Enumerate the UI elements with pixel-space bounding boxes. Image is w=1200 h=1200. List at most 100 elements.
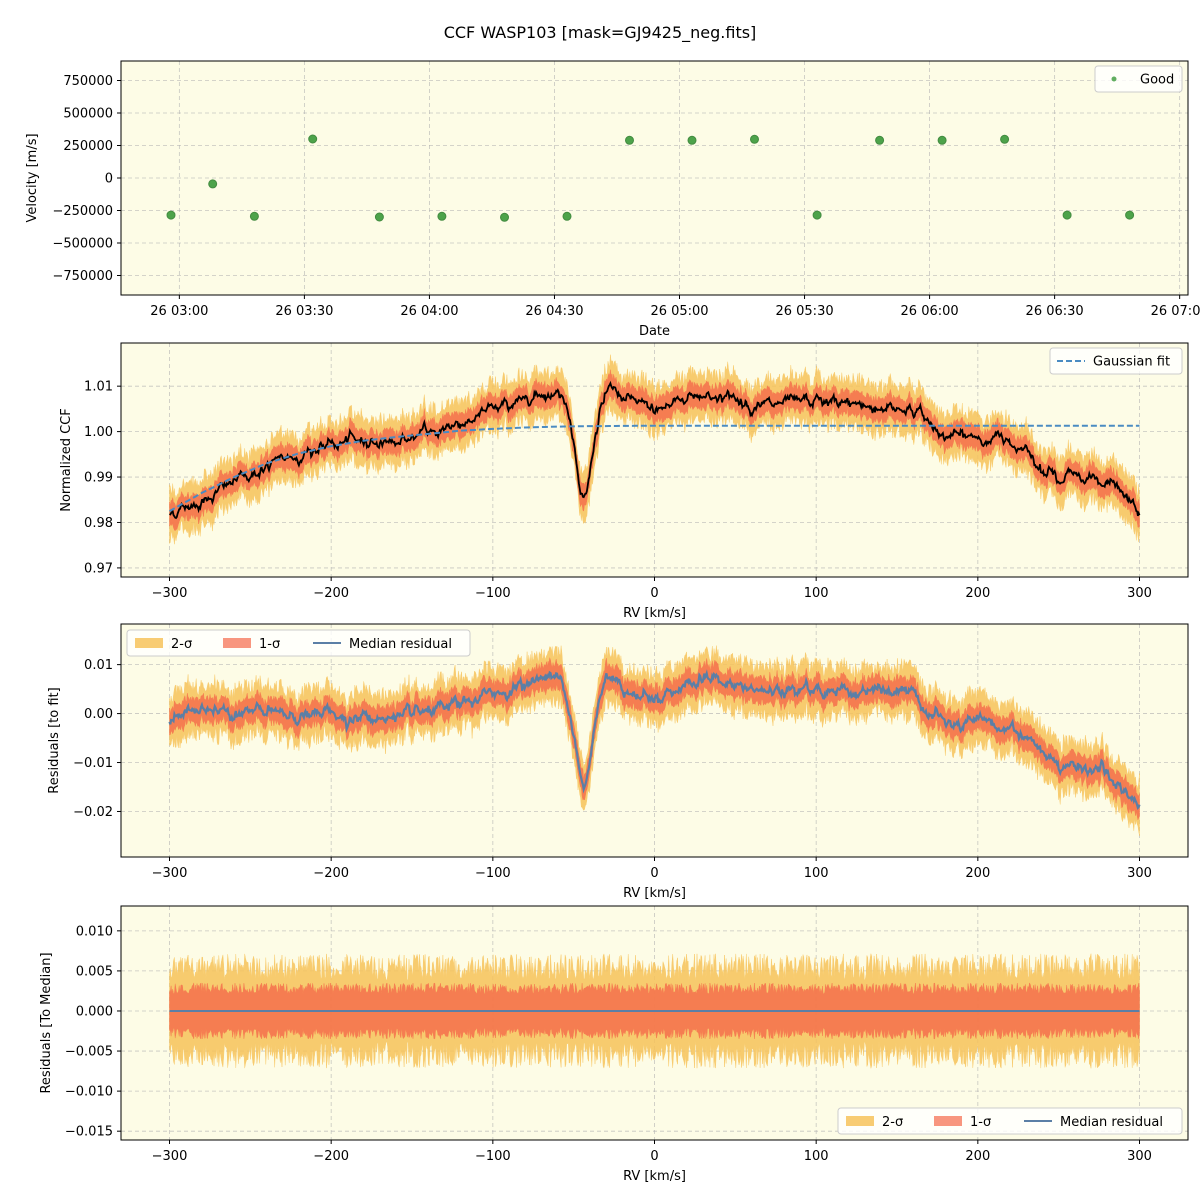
good-point <box>308 134 318 144</box>
legend-1sigma-label: 1-σ <box>259 637 280 652</box>
velocity-panel-y-tick-label: −250000 <box>52 204 113 219</box>
ccf-panel-y-tick-label: 1.01 <box>84 380 113 395</box>
good-point <box>937 135 947 145</box>
residuals_fit-panel-x-axis-label: RV [km/s] <box>623 886 686 901</box>
good-point <box>1125 210 1135 220</box>
residuals_median-panel-x-axis-label: RV [km/s] <box>623 1169 686 1184</box>
residuals_median-panel-x-tick-label: −200 <box>313 1149 349 1164</box>
residuals_median-panel-y-axis-label: Residuals [To Median] <box>39 952 54 1093</box>
legend-2sigma-label: 2-σ <box>882 1115 903 1130</box>
velocity-panel-y-tick-label: −750000 <box>52 269 113 284</box>
ccf-panel-x-axis-label: RV [km/s] <box>623 606 686 621</box>
good-points <box>166 134 1135 222</box>
legend-1sigma-swatch <box>223 638 251 648</box>
legend-2sigma-label: 2-σ <box>171 637 192 652</box>
ccf-panel-x-tick-label: 100 <box>804 586 829 601</box>
ccf-panel-x-tick-label: 300 <box>1127 586 1152 601</box>
ccf-panel-x-tick-label: 0 <box>650 586 658 601</box>
residuals_fit-panel-x-tick-label: 0 <box>650 866 658 881</box>
residuals_fit-panel-y-tick-label: 0.01 <box>84 658 113 673</box>
velocity-panel-x-tick-label: 26 06:30 <box>1026 304 1084 319</box>
residuals_fit-panel-x-tick-label: 100 <box>804 866 829 881</box>
legend-1sigma-label: 1-σ <box>970 1115 991 1130</box>
velocity-panel-legend: Good <box>1094 65 1183 93</box>
velocity-panel-x-tick-label: 26 03:30 <box>275 304 333 319</box>
residuals_median-panel-y-tick-label: 0.010 <box>76 924 113 939</box>
residuals_fit-median-line <box>168 669 1141 811</box>
ccf-panel-y-tick-label: 0.97 <box>84 561 113 576</box>
velocity-panel-x-axis-label: Date <box>639 324 670 339</box>
good-point <box>437 211 447 221</box>
gaussian-fit-line <box>169 424 1140 512</box>
legend-median-label: Median residual <box>349 637 452 652</box>
ccf-panel-y-tick-label: 0.99 <box>84 471 113 486</box>
ccf-panel-y-tick-label: 0.98 <box>84 516 113 531</box>
velocity-panel: 26 03:00 26 03:30 26 04:00 26 04:30 26 05:00… <box>25 60 1200 339</box>
good-point <box>687 135 697 145</box>
ccf-panel-x-tick-label: −100 <box>475 586 511 601</box>
panels: 26 03:00 26 03:30 26 04:00 26 04:30 26 05:00… <box>25 60 1200 1184</box>
legend-median-label: Median residual <box>1060 1115 1163 1130</box>
ccf-panel-legend: Gaussian fit <box>1049 347 1183 375</box>
velocity-panel-y-tick-label: 750000 <box>63 74 113 89</box>
residuals_median-panel-x-tick-label: 100 <box>804 1149 829 1164</box>
good-point <box>625 135 634 145</box>
velocity-panel-y-axis-label: Velocity [m/s] <box>25 133 40 222</box>
velocity-panel-y-tick-label: 500000 <box>63 107 113 122</box>
good-point <box>1062 210 1072 220</box>
residuals_median-panel-x-tick-label: 200 <box>965 1149 990 1164</box>
legend-1sigma-swatch <box>934 1116 962 1126</box>
good-point <box>812 210 822 220</box>
good-point <box>166 210 176 220</box>
residuals_fit-panel-y-tick-label: 0.00 <box>84 707 113 722</box>
residuals_fit-panel-legend: 2-σ 1-σ Median residual <box>126 629 471 657</box>
velocity-panel-x-tick-label: 26 04:00 <box>400 304 458 319</box>
residuals_median-panel-x-tick-label: 0 <box>650 1149 658 1164</box>
figure-title: CCF WASP103 [mask=GJ9425_neg.fits] <box>444 23 757 43</box>
residuals_median-panel-x-tick-label: −300 <box>152 1149 188 1164</box>
good-point <box>1000 134 1010 144</box>
residuals_fit-panel-y-axis-label: Residuals [to fit] <box>47 687 62 793</box>
velocity-panel-x-tick-label: 26 03:00 <box>150 304 208 319</box>
velocity-panel-grid <box>121 61 1188 295</box>
residuals_fit-panel-x-tick-label: 300 <box>1127 866 1152 881</box>
good-point <box>374 212 384 222</box>
residuals_fit-panel-x-tick-label: −100 <box>475 866 511 881</box>
good-point <box>875 135 885 145</box>
legend-2sigma-swatch <box>135 638 163 648</box>
ccf-panel-x-tick-label: 200 <box>965 586 990 601</box>
residuals_fit-panel: −300 −200 −100 0 100 200 300 0.01 0.00 −0.01 −0.02… <box>47 623 1189 901</box>
legend-2sigma-swatch <box>846 1116 874 1126</box>
residuals_median-panel-x-tick-label: 300 <box>1127 1149 1152 1164</box>
good-point <box>562 211 572 221</box>
residuals_fit-panel-y-tick-label: −0.01 <box>73 756 113 771</box>
residuals_median-panel-x-tick-label: −100 <box>475 1149 511 1164</box>
ccf-median-line <box>169 380 1141 520</box>
good-point <box>500 212 509 222</box>
residuals_median-panel-y-tick-label: −0.010 <box>65 1085 113 1100</box>
residuals_median-panel-y-tick-label: 0.005 <box>76 964 113 979</box>
ccf-panel-y-axis-label: Normalized CCF <box>59 408 74 512</box>
residuals_fit-panel-y-tick-label: −0.02 <box>73 805 113 820</box>
legend-fit-label: Gaussian fit <box>1093 355 1170 370</box>
residuals_fit-panel-x-tick-label: −200 <box>313 866 349 881</box>
velocity-panel-x-tick-label: 26 05:00 <box>650 304 708 319</box>
good-point <box>208 179 218 189</box>
velocity-panel-y-tick-label: 250000 <box>63 139 113 154</box>
velocity-panel-x-tick-label: 26 07:00 <box>1151 304 1200 319</box>
ccf-panel-x-tick-label: −200 <box>313 586 349 601</box>
residuals_median-panel-legend: 2-σ 1-σ Median residual <box>837 1107 1183 1135</box>
residuals_fit-panel-x-tick-label: 200 <box>965 866 990 881</box>
ccf-panel-x-tick-label: −300 <box>152 586 188 601</box>
velocity-panel-y-tick-label: 0 <box>105 172 113 187</box>
ccf-panel: −300 −200 −100 0 100 200 300 0.97 0.98 0.99 1.00 1.… <box>59 342 1189 621</box>
velocity-panel-x-tick-label: 26 04:30 <box>525 304 583 319</box>
residuals_median-panel: −300 −200 −100 0 100 200 300 0.010 0.005 0.000 −0.… <box>39 905 1189 1184</box>
good-point <box>750 134 759 144</box>
good-point <box>249 211 259 221</box>
legend-good-label: Good <box>1140 73 1174 88</box>
residuals_median-panel-y-tick-label: −0.005 <box>65 1045 113 1060</box>
velocity-panel-x-tick-label: 26 05:30 <box>775 304 833 319</box>
residuals_median-panel-y-tick-label: −0.015 <box>65 1125 113 1140</box>
